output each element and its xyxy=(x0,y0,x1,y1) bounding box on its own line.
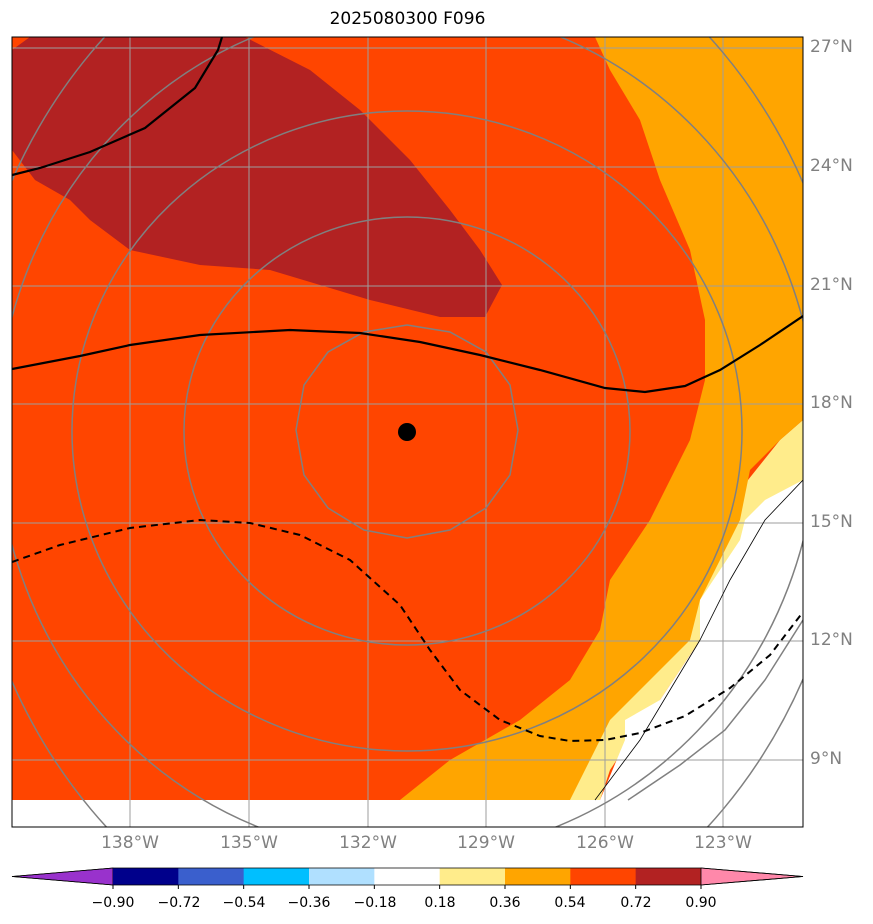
lon-label-129w: 129°W xyxy=(457,833,515,853)
lon-label-123w: 123°W xyxy=(694,833,752,853)
colorbar-tick-label: 0.18 xyxy=(424,895,456,911)
solid-contour-center xyxy=(12,315,803,394)
lon-label-132w: 132°W xyxy=(339,833,397,853)
colorbar-segment xyxy=(374,868,441,885)
dashed-contour-south xyxy=(12,518,803,743)
colorbar-segment xyxy=(243,868,310,885)
contour-fill-036-054 xyxy=(400,37,803,800)
lon-label-135w: 135°W xyxy=(220,833,278,853)
colorbar-tick-label: 0.54 xyxy=(554,895,586,911)
range-rings xyxy=(12,37,803,827)
lat-label-24n: 24°N xyxy=(810,156,853,176)
map-title: 2025080300 F096 xyxy=(329,9,486,29)
lon-label-126w: 126°W xyxy=(576,833,634,853)
colorbar-segment xyxy=(570,868,637,885)
colorbar-tick-label: 0.72 xyxy=(620,895,652,911)
lat-label-18n: 18°N xyxy=(810,393,853,413)
lon-label-138w: 138°W xyxy=(101,833,159,853)
colorbar-tick-label: −0.72 xyxy=(157,895,201,911)
colorbar-tick-label: 0.90 xyxy=(685,895,717,911)
colorbar-tick-label: −0.18 xyxy=(353,895,397,911)
lat-label-9n: 9°N xyxy=(810,749,843,769)
colorbar-segment xyxy=(635,868,702,885)
colorbar-tick-label: −0.54 xyxy=(222,895,266,911)
colorbar-segment xyxy=(113,868,179,885)
storm-center-dot xyxy=(398,423,416,441)
solid-contour-north xyxy=(12,37,224,177)
colorbar-segment xyxy=(505,868,571,885)
lat-label-21n: 21°N xyxy=(810,275,853,295)
graticule xyxy=(12,37,803,827)
colorbar-tick-label: 0.36 xyxy=(489,895,521,911)
colorbar xyxy=(11,867,804,889)
colorbar-extend-high xyxy=(700,867,804,886)
lat-label-15n: 15°N xyxy=(810,512,853,532)
colorbar-segment xyxy=(439,868,506,885)
colorbar-segment xyxy=(309,868,375,885)
contour-fill-072-090 xyxy=(12,37,502,317)
colorbar-tick-label: −0.36 xyxy=(287,895,331,911)
colorbar-segment xyxy=(178,868,245,885)
lat-label-12n: 12°N xyxy=(810,630,853,650)
lat-label-27n: 27°N xyxy=(810,37,853,57)
colorbar-tick-label: −0.90 xyxy=(91,895,135,911)
colorbar-extend-low xyxy=(11,867,114,886)
